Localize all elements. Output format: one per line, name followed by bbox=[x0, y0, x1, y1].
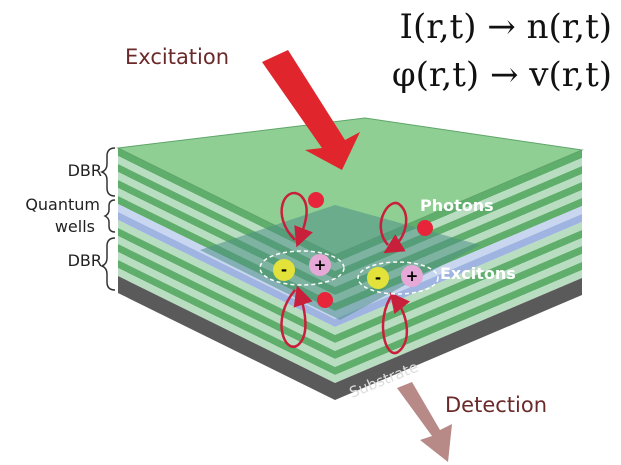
photon bbox=[317, 292, 333, 308]
quantum-wells-label: wells bbox=[55, 217, 95, 236]
diagram: - + - + I(r,t) → n(r,t) φ(r,t) → v(r,t) … bbox=[0, 0, 621, 465]
brace bbox=[102, 148, 115, 196]
charge: + bbox=[314, 256, 327, 274]
equation: φ(r,t) → v(r,t) bbox=[392, 55, 612, 95]
detection-label: Detection bbox=[445, 393, 547, 417]
dbr-label: DBR bbox=[68, 251, 102, 270]
photon bbox=[417, 220, 433, 236]
excitons-label: Excitons bbox=[440, 264, 516, 283]
excitation-label: Excitation bbox=[125, 45, 229, 69]
detection-arrow bbox=[397, 382, 452, 462]
brace bbox=[102, 238, 115, 290]
photons-label: Photons bbox=[420, 196, 494, 215]
photon bbox=[308, 192, 324, 208]
equation: I(r,t) → n(r,t) bbox=[400, 7, 612, 47]
charge: + bbox=[406, 267, 419, 285]
dbr-label: DBR bbox=[68, 161, 102, 180]
brace bbox=[105, 200, 115, 232]
quantum-wells-label: Quantum bbox=[25, 195, 100, 214]
charge: - bbox=[375, 269, 381, 287]
charge: - bbox=[281, 261, 287, 279]
